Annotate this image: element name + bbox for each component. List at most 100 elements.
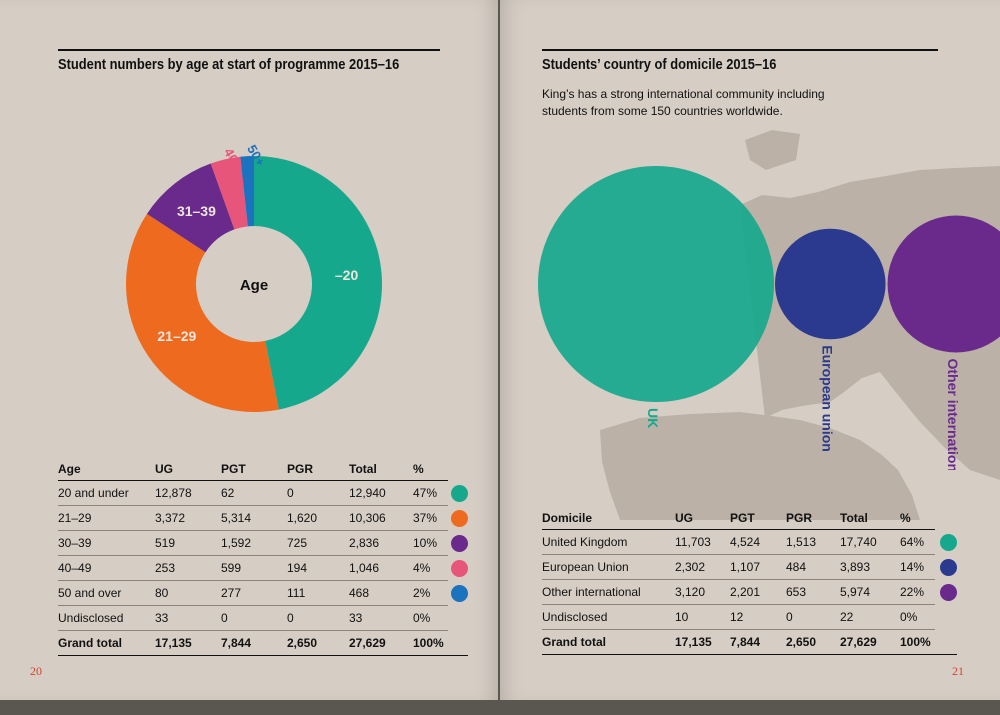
legend-cell <box>935 555 957 580</box>
column-header: % <box>900 507 935 530</box>
legend-cell <box>448 581 468 606</box>
legend-column <box>448 458 468 481</box>
table-cell: 11,703 <box>675 529 730 555</box>
column-header: PGR <box>786 507 840 530</box>
table-cell: 468 <box>349 580 413 606</box>
table-cell: 2,201 <box>730 579 786 605</box>
table-cell: 10% <box>413 530 448 556</box>
table-cell: Undisclosed <box>58 605 155 631</box>
table-row: 50 and over 80 277 111 468 2% <box>58 580 468 606</box>
table-cell: 253 <box>155 555 221 581</box>
donut-slice <box>146 163 235 253</box>
table-cell: 10 <box>675 604 730 630</box>
table-cell: 47% <box>413 480 448 506</box>
table-cell: 22% <box>900 579 935 605</box>
table-cell: 111 <box>287 580 349 606</box>
bubble-label: Other international <box>945 358 961 470</box>
table-cell: 17,740 <box>840 529 900 555</box>
table-cell: 0% <box>413 605 448 631</box>
table-cell: 5,314 <box>221 505 287 531</box>
table-cell: 3,893 <box>840 554 900 580</box>
legend-swatch <box>451 534 468 552</box>
legend-cell <box>935 629 957 655</box>
table-cell: 4% <box>413 555 448 581</box>
table-cell: 2,650 <box>786 629 840 655</box>
left-page: Student numbers by age at start of progr… <box>0 0 498 700</box>
column-header: PGT <box>730 507 786 530</box>
bubble-label: UK <box>645 408 661 428</box>
legend-swatch <box>940 533 957 551</box>
title-rule <box>542 49 938 51</box>
table-row: Undisclosed 10 12 0 22 0% <box>542 604 957 630</box>
table-total-row: Grand total 17,135 7,844 2,650 27,629 100% <box>542 629 957 655</box>
table-cell: 1,046 <box>349 555 413 581</box>
legend-cell <box>935 530 957 555</box>
table-cell: 100% <box>413 630 448 656</box>
slice-label: 31–39 <box>177 203 216 219</box>
table-cell: 0 <box>786 604 840 630</box>
bubble-label: European union <box>819 345 835 452</box>
page-number: 20 <box>30 664 42 678</box>
legend-cell <box>448 630 468 656</box>
donut-slice <box>210 156 248 230</box>
table-cell: 20 and under <box>58 480 155 506</box>
table-cell: 62 <box>221 480 287 506</box>
table-header-row: Age UG PGT PGR Total% <box>58 458 468 481</box>
table-header-row: Domicile UG PGT PGR Total% <box>542 507 957 530</box>
column-header: UG <box>675 507 730 530</box>
table-cell: 0 <box>221 605 287 631</box>
table-cell: 17,135 <box>155 630 221 656</box>
domicile-bubble <box>775 228 886 340</box>
table-cell: 0% <box>900 604 935 630</box>
table-cell: 80 <box>155 580 221 606</box>
table-cell: 64% <box>900 529 935 555</box>
table-cell: 2,836 <box>349 530 413 556</box>
table-cell: 653 <box>786 579 840 605</box>
legend-swatch <box>451 484 468 502</box>
legend-cell <box>935 605 957 630</box>
legend-cell <box>448 606 468 631</box>
domicile-bubble <box>887 215 1000 353</box>
table-row: United Kingdom 11,703 4,524 1,513 17,740 64% <box>542 529 957 555</box>
column-header: PGT <box>221 458 287 481</box>
page-title: Student numbers by age at start of progr… <box>58 56 400 73</box>
table-cell: 12,940 <box>349 480 413 506</box>
column-header: Total <box>349 458 413 481</box>
slice-label: –20 <box>335 267 359 283</box>
table-cell: Grand total <box>58 630 155 656</box>
table-cell: 519 <box>155 530 221 556</box>
table-cell: 22 <box>840 604 900 630</box>
legend-cell <box>448 531 468 556</box>
page-title: Students’ country of domicile 2015–16 <box>542 56 777 73</box>
table-cell: 2,650 <box>287 630 349 656</box>
table-cell: European Union <box>542 554 675 580</box>
legend-swatch <box>940 583 957 601</box>
legend-swatch <box>451 559 468 577</box>
table-cell: 2% <box>413 580 448 606</box>
table-cell: 21–29 <box>58 505 155 531</box>
table-cell: 4,524 <box>730 529 786 555</box>
table-cell: 2,302 <box>675 554 730 580</box>
table-cell: 40–49 <box>58 555 155 581</box>
table-cell: 100% <box>900 629 935 655</box>
legend-cell <box>448 556 468 581</box>
column-header: UG <box>155 458 221 481</box>
legend-cell <box>448 481 468 506</box>
table-row: 20 and under 12,878 62 0 12,940 47% <box>58 480 468 506</box>
table-cell: 33 <box>155 605 221 631</box>
table-cell: 30–39 <box>58 530 155 556</box>
table-cell: 14% <box>900 554 935 580</box>
legend-column <box>935 507 957 530</box>
intro-text: King’s has a strong international commun… <box>542 87 825 118</box>
table-cell: United Kingdom <box>542 529 675 555</box>
table-cell: 50 and over <box>58 580 155 606</box>
table-cell: 7,844 <box>730 629 786 655</box>
page-number: 21 <box>952 664 964 678</box>
table-cell: 17,135 <box>675 629 730 655</box>
table-cell: 1,513 <box>786 529 840 555</box>
table-cell: 27,629 <box>840 629 900 655</box>
table-cell: 33 <box>349 605 413 631</box>
table-cell: Undisclosed <box>542 604 675 630</box>
table-cell: 1,620 <box>287 505 349 531</box>
